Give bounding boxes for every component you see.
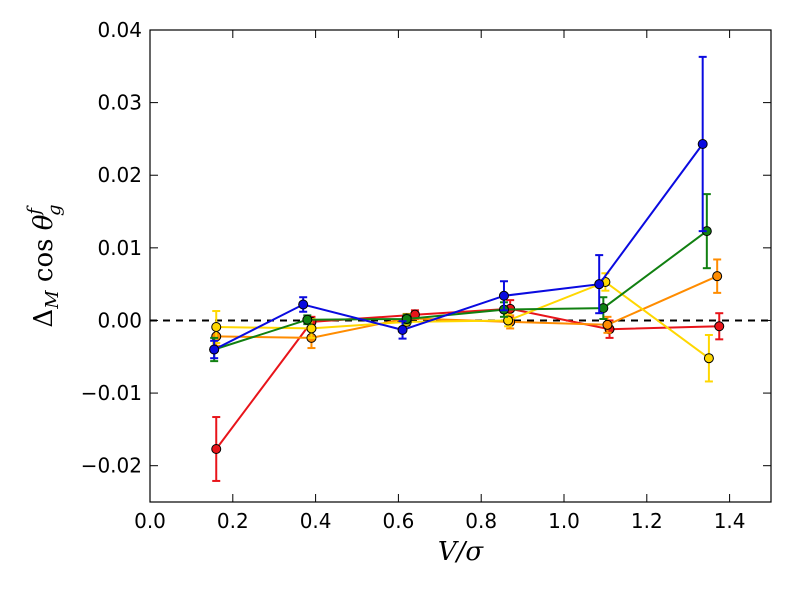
x-axis-label: V/σ [438,537,485,567]
series-blue [209,55,708,360]
series-group [209,55,725,482]
ylabel-cos: cos [29,230,59,290]
ylabel-sub-m: M [42,290,63,310]
data-point-blue [498,290,509,301]
data-point-blue [594,279,605,290]
data-point-blue [697,139,708,150]
svg-text:ΔM cos θfg: ΔM cos θfg [24,204,65,327]
ylabel-theta: θ [29,214,59,230]
x-tick-label: 0.4 [300,509,332,533]
data-point-blue [209,344,220,355]
data-point-red [211,443,222,454]
x-tick-label: 1.0 [548,509,580,533]
y-axis-ticks: −0.02 −0.01 0.00 0.01 0.02 0.03 0.04 [81,18,771,478]
series-line-orange [216,275,718,339]
x-tick-label: 1.2 [631,509,663,533]
ylabel-sup-f: f [24,205,45,217]
y-tick-label: 0.03 [97,91,142,115]
series-yellow [211,272,714,383]
x-tick-label: 0.0 [134,509,166,533]
x-tick-label: 0.8 [465,509,497,533]
y-tick-label: −0.01 [81,381,142,405]
y-axis-label: ΔM cos θfg [24,204,65,327]
x-axis-ticks: 0.0 0.2 0.4 0.6 0.8 1.0 1.2 1.4 [134,30,746,533]
y-tick-label: 0.01 [97,236,142,260]
data-point-yellow [211,321,222,332]
data-point-yellow [306,323,317,334]
data-point-blue [298,299,309,310]
x-tick-label: 0.2 [217,509,249,533]
ylabel-sub-g: g [44,204,65,216]
y-tick-label: 0.04 [97,18,142,42]
data-point-orange [712,271,723,282]
series-line-red [215,307,720,450]
x-tick-label: 1.4 [714,509,746,533]
series-green [209,193,712,363]
series-line-blue [213,143,704,351]
y-tick-label: 0.02 [97,163,142,187]
series-line-green [213,230,708,351]
series-orange [211,258,723,350]
data-point-yellow [703,353,714,364]
data-point-blue [397,324,408,335]
y-tick-label: −0.02 [81,454,142,478]
ylabel-delta: Δ [29,309,59,328]
data-point-orange [602,319,613,330]
data-point-green [302,314,313,325]
data-point-yellow [503,315,514,326]
y-tick-label: 0.00 [97,308,142,332]
data-point-red [714,321,725,332]
x-tick-label: 0.6 [382,509,414,533]
plot-frame [149,29,772,503]
